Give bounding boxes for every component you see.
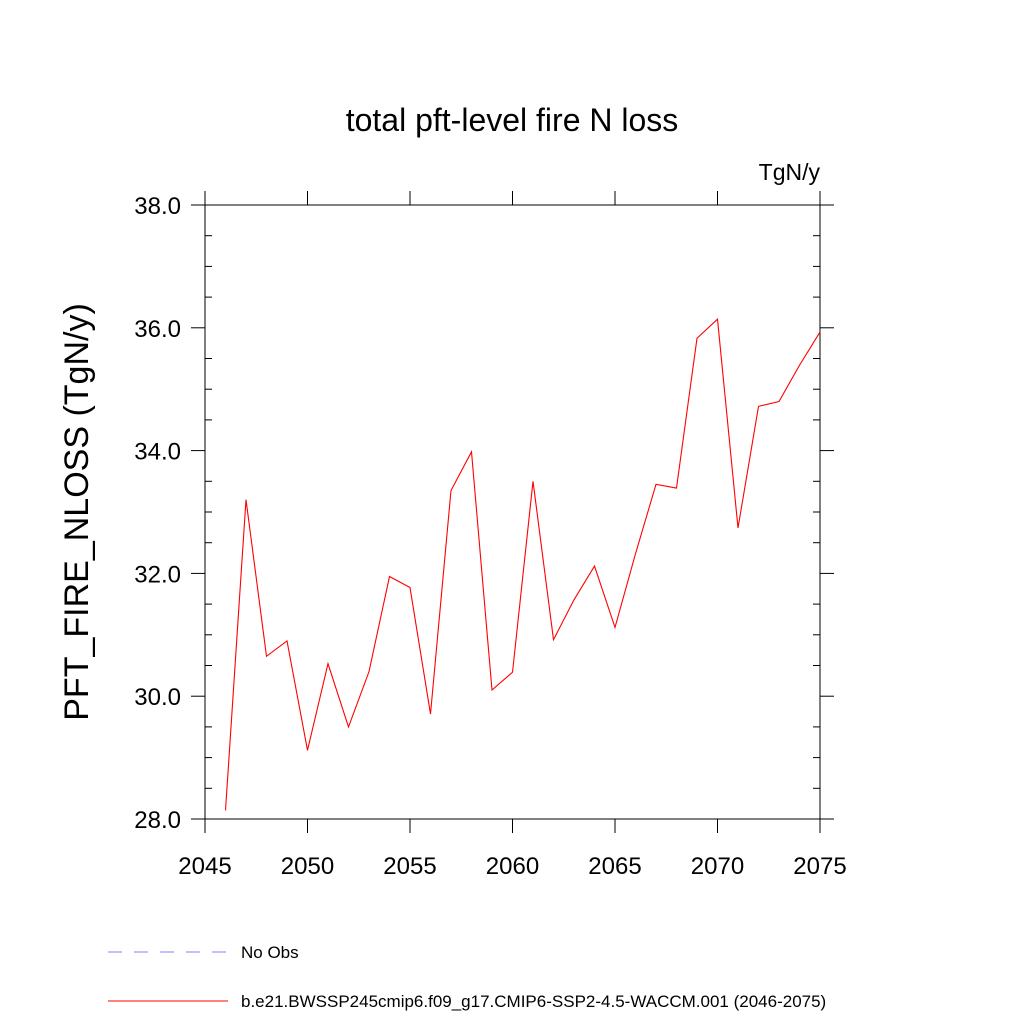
x-tick-label: 2070 <box>691 853 744 880</box>
y-tick-label: 34.0 <box>134 439 181 466</box>
y-tick-label: 38.0 <box>134 193 181 220</box>
y-axis-tick-labels: 28.0 30.0 32.0 34.0 36.0 38.0 <box>134 193 181 834</box>
plot-frame <box>204 204 821 820</box>
legend-label-model-run: b.e21.BWSSP245cmip6.f09_g17.CMIP6-SSP2-4… <box>241 992 826 1011</box>
series-line-0 <box>224 318 821 811</box>
x-axis-ticks <box>204 191 821 833</box>
y-axis-title: PFT_FIRE_NLOSS (TgN/y) <box>58 303 96 721</box>
y-tick-label: 28.0 <box>134 807 181 834</box>
x-tick-label: 2055 <box>383 853 436 880</box>
y-tick-label: 36.0 <box>134 316 181 343</box>
legend: No Obs b.e21.BWSSP245cmip6.f09_g17.CMIP6… <box>108 943 826 1011</box>
y-axis-ticks <box>191 204 834 820</box>
y-tick-label: 30.0 <box>134 684 181 711</box>
y-tick-label: 32.0 <box>134 561 181 588</box>
x-axis-tick-labels: 2045 2050 2055 2060 2065 2070 2075 <box>178 853 846 880</box>
x-tick-label: 2075 <box>793 853 846 880</box>
series-layer <box>224 318 821 811</box>
chart-title: total pft-level fire N loss <box>346 102 679 138</box>
x-tick-label: 2045 <box>178 853 231 880</box>
x-tick-label: 2060 <box>486 853 539 880</box>
legend-label-no-obs: No Obs <box>241 943 299 962</box>
units-label: TgN/y <box>759 159 821 185</box>
x-tick-label: 2050 <box>281 853 334 880</box>
x-tick-label: 2065 <box>588 853 641 880</box>
